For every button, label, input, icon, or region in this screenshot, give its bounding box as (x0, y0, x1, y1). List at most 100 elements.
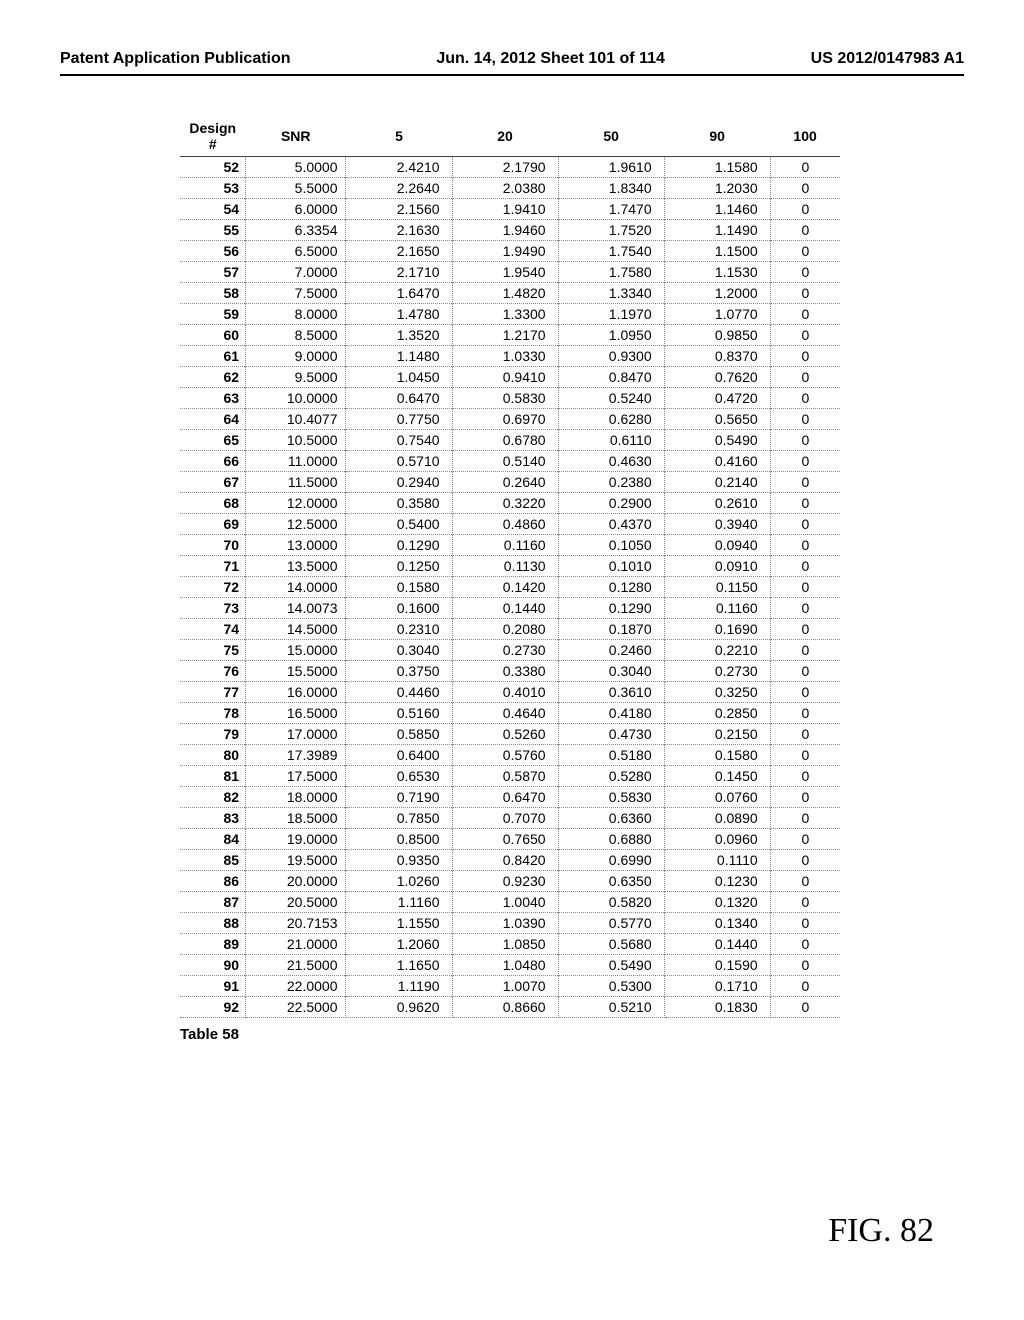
cell-snr: 12.5000 (246, 514, 346, 535)
cell-snr: 14.5000 (246, 619, 346, 640)
table-row: 619.00001.14801.03300.93000.83700 (180, 346, 840, 367)
table-row: 9122.00001.11901.00700.53000.17100 (180, 976, 840, 997)
cell-value: 1.0450 (346, 367, 452, 388)
cell-100: 0 (770, 535, 840, 556)
cell-value: 1.7520 (558, 220, 664, 241)
cell-design: 84 (180, 829, 246, 850)
cell-100: 0 (770, 871, 840, 892)
cell-value: 0.4720 (664, 388, 770, 409)
cell-value: 0.3220 (452, 493, 558, 514)
cell-snr: 22.0000 (246, 976, 346, 997)
cell-design: 57 (180, 262, 246, 283)
cell-value: 1.1480 (346, 346, 452, 367)
cell-100: 0 (770, 640, 840, 661)
cell-value: 1.1460 (664, 199, 770, 220)
page-header: Patent Application Publication Jun. 14, … (60, 40, 964, 76)
cell-snr: 10.4077 (246, 409, 346, 430)
cell-design: 55 (180, 220, 246, 241)
cell-value: 0.1450 (664, 766, 770, 787)
table-row: 8720.50001.11601.00400.58200.13200 (180, 892, 840, 913)
cell-value: 2.1790 (452, 157, 558, 178)
cell-design: 59 (180, 304, 246, 325)
cell-design: 92 (180, 997, 246, 1018)
cell-snr: 13.5000 (246, 556, 346, 577)
cell-value: 0.8420 (452, 850, 558, 871)
cell-value: 0.4730 (558, 724, 664, 745)
figure-label: FIG. 82 (828, 1212, 934, 1250)
cell-value: 1.0070 (452, 976, 558, 997)
table-row: 6912.50000.54000.48600.43700.39400 (180, 514, 840, 535)
table-row: 8017.39890.64000.57600.51800.15800 (180, 745, 840, 766)
col-20: 20 (452, 116, 558, 157)
cell-value: 0.5850 (346, 724, 452, 745)
cell-100: 0 (770, 808, 840, 829)
cell-value: 1.3340 (558, 283, 664, 304)
cell-value: 0.7650 (452, 829, 558, 850)
cell-value: 0.8660 (452, 997, 558, 1018)
cell-design: 86 (180, 871, 246, 892)
cell-value: 0.5300 (558, 976, 664, 997)
cell-design: 81 (180, 766, 246, 787)
table-row: 566.50002.16501.94901.75401.15000 (180, 241, 840, 262)
cell-value: 1.1190 (346, 976, 452, 997)
cell-value: 0.1290 (558, 598, 664, 619)
cell-value: 0.1580 (346, 577, 452, 598)
cell-value: 0.3750 (346, 661, 452, 682)
cell-snr: 12.0000 (246, 493, 346, 514)
cell-value: 0.1010 (558, 556, 664, 577)
cell-value: 0.6360 (558, 808, 664, 829)
cell-value: 0.6880 (558, 829, 664, 850)
cell-100: 0 (770, 619, 840, 640)
cell-100: 0 (770, 388, 840, 409)
page: Patent Application Publication Jun. 14, … (0, 0, 1024, 1320)
cell-value: 0.8470 (558, 367, 664, 388)
cell-value: 0.1580 (664, 745, 770, 766)
cell-value: 0.1690 (664, 619, 770, 640)
col-design: Design # (180, 116, 246, 157)
table-row: 8820.71531.15501.03900.57700.13400 (180, 913, 840, 934)
cell-value: 0.6780 (452, 430, 558, 451)
cell-100: 0 (770, 220, 840, 241)
cell-snr: 19.0000 (246, 829, 346, 850)
cell-value: 0.1320 (664, 892, 770, 913)
cell-design: 69 (180, 514, 246, 535)
cell-snr: 10.5000 (246, 430, 346, 451)
cell-value: 1.1500 (664, 241, 770, 262)
cell-snr: 6.3354 (246, 220, 346, 241)
cell-design: 89 (180, 934, 246, 955)
cell-design: 75 (180, 640, 246, 661)
table-row: 8519.50000.93500.84200.69900.11100 (180, 850, 840, 871)
cell-value: 1.1160 (346, 892, 452, 913)
cell-value: 0.3580 (346, 493, 452, 514)
cell-100: 0 (770, 241, 840, 262)
cell-value: 0.1230 (664, 871, 770, 892)
cell-value: 1.0330 (452, 346, 558, 367)
cell-snr: 17.5000 (246, 766, 346, 787)
cell-design: 91 (180, 976, 246, 997)
cell-snr: 21.0000 (246, 934, 346, 955)
cell-design: 64 (180, 409, 246, 430)
cell-value: 0.5870 (452, 766, 558, 787)
table-row: 9021.50001.16501.04800.54900.15900 (180, 955, 840, 976)
cell-100: 0 (770, 514, 840, 535)
cell-value: 0.4160 (664, 451, 770, 472)
cell-value: 2.2640 (346, 178, 452, 199)
cell-value: 0.2730 (664, 661, 770, 682)
table-row: 598.00001.47801.33001.19701.07700 (180, 304, 840, 325)
cell-value: 1.7470 (558, 199, 664, 220)
cell-value: 0.5680 (558, 934, 664, 955)
cell-value: 0.5240 (558, 388, 664, 409)
cell-value: 0.7750 (346, 409, 452, 430)
cell-snr: 18.0000 (246, 787, 346, 808)
cell-100: 0 (770, 283, 840, 304)
cell-value: 0.0890 (664, 808, 770, 829)
cell-value: 0.9410 (452, 367, 558, 388)
cell-100: 0 (770, 724, 840, 745)
cell-value: 0.5830 (558, 787, 664, 808)
col-90: 90 (664, 116, 770, 157)
cell-snr: 5.5000 (246, 178, 346, 199)
cell-value: 0.5280 (558, 766, 664, 787)
cell-value: 0.4630 (558, 451, 664, 472)
cell-value: 0.0910 (664, 556, 770, 577)
cell-snr: 20.0000 (246, 871, 346, 892)
